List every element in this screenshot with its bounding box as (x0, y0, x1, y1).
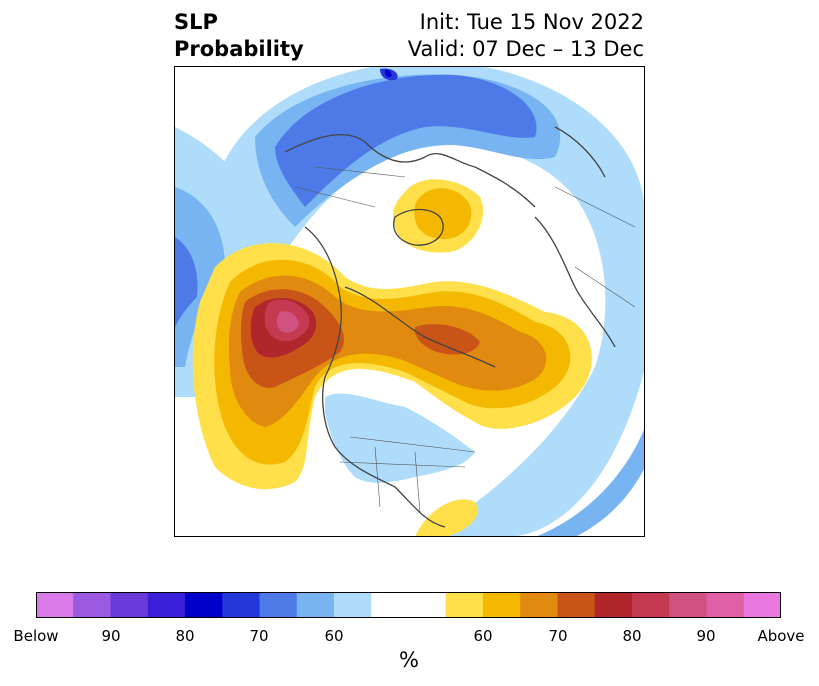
map-panel (174, 66, 645, 537)
colorbar-segment (185, 592, 223, 618)
colorbar-segment (445, 592, 484, 618)
valid-range: Valid: 07 Dec – 13 Dec (407, 37, 644, 61)
tick-above-80: 80 (622, 627, 642, 645)
colorbar-segment (259, 592, 298, 618)
below-70-region-west (175, 187, 225, 367)
tick-below-90: 90 (101, 627, 121, 645)
tick-below-70: 70 (249, 627, 269, 645)
tick-below: Below (13, 627, 59, 645)
colorbar-segment (222, 592, 260, 618)
colorbar-segment (371, 592, 447, 618)
colorbar (36, 592, 781, 618)
below-80-region (275, 74, 537, 208)
tick-above: Above (757, 627, 805, 645)
borders (294, 166, 636, 513)
colorbar-border (36, 592, 781, 618)
colorbar-segment (483, 592, 521, 618)
tick-above-90: 90 (696, 627, 716, 645)
below-80-region-west (175, 237, 198, 327)
below-60-north-america (325, 393, 475, 483)
colorbar-segment (296, 592, 335, 618)
tick-below-80: 80 (175, 627, 195, 645)
tick-below-60: 60 (324, 627, 344, 645)
colorbar-segment (36, 592, 74, 618)
colorbar-segment (557, 592, 596, 618)
above-90-region-east (414, 324, 480, 355)
coastlines (284, 126, 616, 528)
below-70-region-se (535, 427, 644, 536)
above-top-region (276, 311, 299, 333)
colorbar-segment (632, 592, 670, 618)
below-max-spot (384, 69, 392, 78)
above-70-region-north (414, 188, 472, 240)
colorbar-segment (73, 592, 111, 618)
title-right: Init: Tue 15 Nov 2022 Valid: 07 Dec – 13… (408, 9, 644, 63)
map-canvas (175, 67, 644, 536)
colorbar-segment (147, 592, 186, 618)
title-type: Probability (174, 37, 304, 61)
colorbar-segment (743, 592, 781, 618)
colorbar-segment (706, 592, 745, 618)
colorbar-segment (520, 592, 558, 618)
title-left: SLP Probability (174, 9, 304, 63)
init-date: Init: Tue 15 Nov 2022 (419, 10, 644, 34)
colorbar-segment (110, 592, 149, 618)
colorbar-segment (594, 592, 633, 618)
above-60-region-south (415, 499, 478, 536)
title-variable: SLP (174, 10, 218, 34)
tick-above-70: 70 (548, 627, 568, 645)
tick-above-60: 60 (473, 627, 493, 645)
colorbar-unit: % (399, 648, 419, 672)
colorbar-segment (334, 592, 372, 618)
colorbar-segment (669, 592, 707, 618)
probability-field (175, 67, 644, 536)
